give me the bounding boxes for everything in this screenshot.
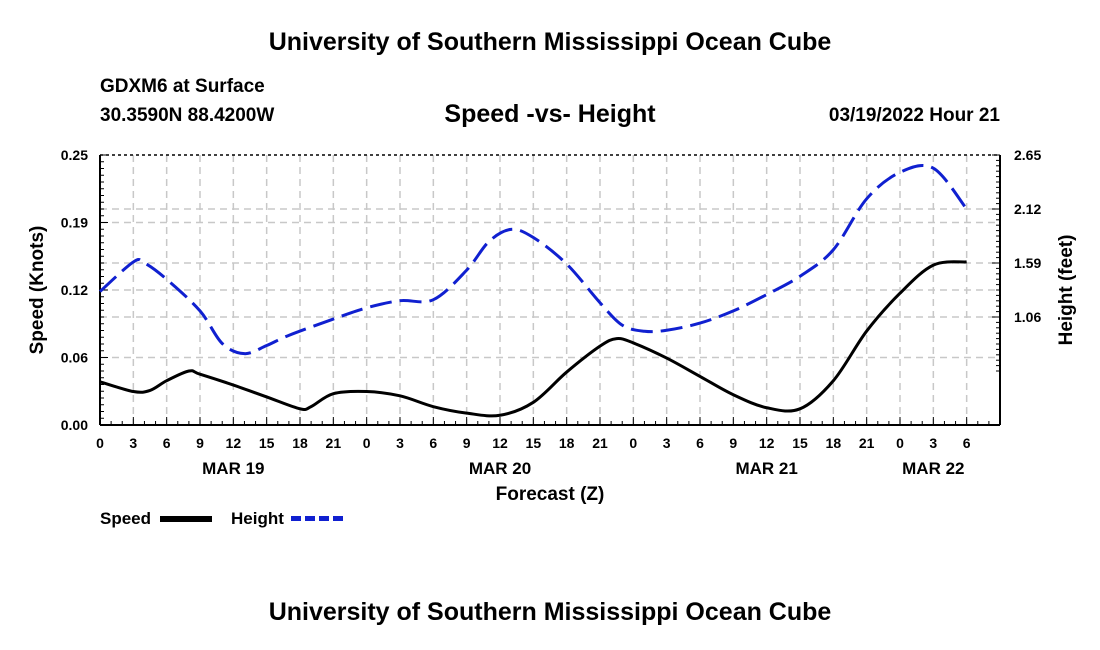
x-tick-label: 12 bbox=[492, 435, 508, 451]
legend-speed-swatch bbox=[160, 516, 212, 522]
x-tick-label: 6 bbox=[963, 435, 971, 451]
x-tick-label: 9 bbox=[463, 435, 471, 451]
y-axis-title: Speed (Knots) bbox=[27, 226, 48, 355]
chart-subtitle: Speed -vs- Height bbox=[444, 100, 656, 128]
x-day-label: MAR 19 bbox=[202, 459, 264, 478]
x-tick-label: 6 bbox=[163, 435, 171, 451]
footer-title: University of Southern Mississippi Ocean… bbox=[268, 598, 832, 626]
height-series-line bbox=[99, 164, 968, 356]
x-tick-label: 6 bbox=[696, 435, 704, 451]
x-day-label: MAR 22 bbox=[902, 459, 964, 478]
y2-tick-label: 2.12 bbox=[1014, 201, 1041, 217]
y2-tick-label: 1.59 bbox=[1014, 255, 1041, 271]
x-tick-label: 9 bbox=[196, 435, 204, 451]
legend-speed-label: Speed bbox=[100, 509, 152, 528]
x-tick-label: 18 bbox=[826, 435, 842, 451]
y2-tick-label: 1.06 bbox=[1014, 309, 1041, 325]
x-tick-label: 0 bbox=[629, 435, 637, 451]
x-tick-label: 21 bbox=[326, 435, 342, 451]
x-tick-label: 0 bbox=[363, 435, 371, 451]
forecast-datetime: 03/19/2022 Hour 21 bbox=[828, 105, 1000, 126]
legend-height-label: Height bbox=[231, 509, 284, 528]
x-tick-label: 15 bbox=[259, 435, 275, 451]
x-tick-label: 18 bbox=[559, 435, 575, 451]
x-tick-label: 3 bbox=[929, 435, 937, 451]
x-tick-label: 12 bbox=[226, 435, 242, 451]
x-tick-label: 0 bbox=[96, 435, 104, 451]
x-tick-label: 15 bbox=[526, 435, 542, 451]
y-tick-label: 0.25 bbox=[61, 147, 88, 163]
x-day-label: MAR 20 bbox=[469, 459, 531, 478]
y-tick-label: 0.12 bbox=[61, 282, 88, 298]
x-tick-label: 3 bbox=[129, 435, 137, 451]
x-day-label: MAR 21 bbox=[735, 459, 797, 478]
x-tick-label: 21 bbox=[592, 435, 608, 451]
x-tick-label: 3 bbox=[663, 435, 671, 451]
station-name: GDXM6 at Surface bbox=[100, 76, 265, 97]
station-coordinates: 30.3590N 88.4200W bbox=[100, 105, 275, 126]
y2-axis-title: Height (feet) bbox=[1056, 235, 1077, 346]
y2-tick-label: 2.65 bbox=[1014, 147, 1041, 163]
x-tick-label: 21 bbox=[859, 435, 875, 451]
x-tick-label: 6 bbox=[429, 435, 437, 451]
y-tick-label: 0.06 bbox=[61, 350, 88, 366]
legend-height-swatch bbox=[291, 516, 343, 521]
x-axis-title: Forecast (Z) bbox=[496, 484, 605, 505]
x-tick-label: 18 bbox=[292, 435, 308, 451]
x-tick-label: 9 bbox=[729, 435, 737, 451]
x-tick-label: 15 bbox=[792, 435, 808, 451]
y-tick-label: 0.00 bbox=[61, 417, 88, 433]
y-tick-label: 0.19 bbox=[61, 215, 88, 231]
page-title: University of Southern Mississippi Ocean… bbox=[268, 28, 832, 56]
speed-series-line bbox=[99, 260, 967, 418]
x-tick-label: 3 bbox=[396, 435, 404, 451]
x-tick-label: 0 bbox=[896, 435, 904, 451]
x-tick-label: 12 bbox=[759, 435, 775, 451]
